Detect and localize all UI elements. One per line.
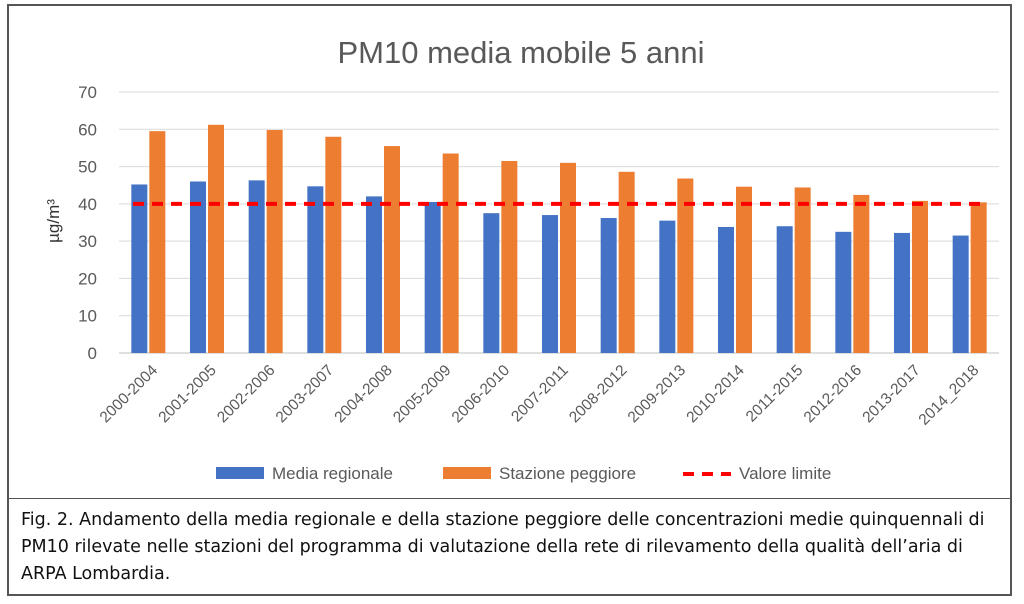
- y-tick-label: 70: [78, 83, 97, 102]
- bar-stazione-peggiore: [384, 146, 400, 353]
- bar-media-regionale: [835, 231, 852, 353]
- x-tick-label: 2014_2018: [916, 362, 983, 429]
- legend-label: Valore limite: [739, 464, 831, 483]
- x-tick-label: 2011-2015: [743, 362, 807, 426]
- y-axis-label: µg/m³: [44, 199, 63, 243]
- x-tick-label: 2010-2014: [683, 362, 748, 427]
- bar-stazione-peggiore: [560, 162, 576, 353]
- bar-media-regionale: [542, 215, 558, 353]
- figure-frame: PM10 media mobile 5 anni 0 10 20 30 40 50 60 70…: [7, 4, 1012, 596]
- legend-swatch: [443, 467, 491, 479]
- bar-stazione-peggiore: [325, 136, 342, 353]
- bar-media-regionale: [307, 186, 324, 353]
- x-tick-label: 2008-2012: [566, 362, 630, 426]
- x-tick-label: 2007-2011: [508, 362, 572, 426]
- bar-media-regionale: [483, 213, 500, 353]
- x-tick-label: 2013-2017: [859, 362, 923, 426]
- bar-media-regionale: [894, 232, 910, 353]
- chart-area: PM10 media mobile 5 anni 0 10 20 30 40 50 60 70…: [9, 6, 1010, 498]
- bar-stazione-peggiore: [677, 178, 694, 353]
- x-tick-label: 2000-2004: [97, 362, 162, 427]
- bar-stazione-peggiore: [266, 130, 283, 353]
- bar-media-regionale: [952, 235, 969, 353]
- y-tick-label: 30: [78, 232, 97, 251]
- bar-stazione-peggiore: [970, 202, 987, 353]
- bar-stazione-peggiore: [618, 171, 635, 353]
- bar-stazione-peggiore: [501, 160, 518, 353]
- y-tick-label: 50: [78, 158, 97, 177]
- y-tick-label: 10: [78, 307, 97, 326]
- chart-title: PM10 media mobile 5 anni: [337, 35, 704, 70]
- bar-media-regionale: [366, 196, 382, 353]
- y-tick-label: 60: [78, 120, 97, 139]
- y-tick-label: 40: [78, 195, 97, 214]
- x-axis-ticks: 2000-20042001-20052002-20062003-20072004…: [97, 362, 983, 429]
- y-axis-ticks: 0 10 20 30 40 50 60 70: [78, 83, 97, 363]
- legend-label: Stazione peggiore: [499, 464, 636, 483]
- x-tick-label: 2004-2008: [331, 362, 395, 426]
- x-tick-label: 2006-2010: [449, 362, 514, 427]
- bar-media-regionale: [718, 226, 734, 353]
- legend-label: Media regionale: [272, 464, 393, 483]
- x-tick-label: 2005-2009: [390, 362, 454, 426]
- x-tick-label: 2001-2005: [155, 362, 219, 426]
- bar-stazione-peggiore: [736, 186, 752, 353]
- bar-stazione-peggiore: [208, 124, 224, 353]
- bar-media-regionale: [424, 201, 441, 353]
- legend-swatch: [216, 467, 264, 479]
- bar-media-regionale: [248, 180, 265, 353]
- bar-stazione-peggiore: [912, 200, 928, 353]
- bar-media-regionale: [190, 181, 206, 353]
- bars: [131, 124, 987, 353]
- legend: Media regionale Stazione peggiore Valore l…: [216, 464, 831, 483]
- y-tick-label: 0: [88, 344, 97, 363]
- bar-stazione-peggiore: [794, 187, 811, 353]
- bar-stazione-peggiore: [442, 153, 459, 353]
- x-tick-label: 2009-2013: [625, 362, 689, 426]
- x-tick-label: 2003-2007: [273, 362, 337, 426]
- x-tick-label: 2012-2016: [801, 362, 865, 426]
- bar-stazione-peggiore: [853, 194, 870, 353]
- bar-media-regionale: [776, 226, 793, 353]
- y-tick-label: 20: [78, 269, 97, 288]
- bar-chart: PM10 media mobile 5 anni 0 10 20 30 40 50 60 70…: [44, 35, 999, 483]
- bar-media-regionale: [600, 218, 617, 353]
- x-tick-label: 2002-2006: [214, 362, 278, 426]
- bar-media-regionale: [659, 220, 676, 353]
- bar-media-regionale: [131, 184, 148, 353]
- figure-caption: Fig. 2. Andamento della media regionale …: [9, 498, 1010, 594]
- bar-stazione-peggiore: [149, 131, 166, 353]
